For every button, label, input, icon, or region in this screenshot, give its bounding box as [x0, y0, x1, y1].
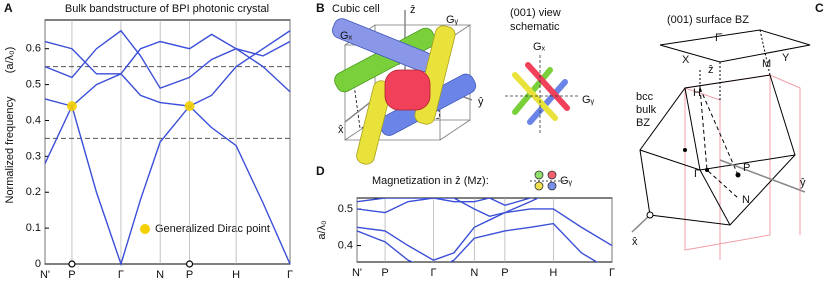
cubic-cell-diagram	[332, 10, 580, 165]
legend-marker	[140, 224, 150, 234]
x-tick-label: P	[381, 267, 388, 279]
label: Gₓ	[340, 30, 353, 42]
label: schematic	[510, 21, 560, 33]
dirac-point	[184, 101, 195, 112]
label: ŷ	[478, 96, 484, 108]
band-line	[357, 208, 612, 261]
y-tick-label: 0.2	[26, 186, 41, 198]
label: Γ̄	[715, 32, 723, 44]
label: N	[742, 194, 750, 206]
y-tick-label: 0.5	[338, 203, 353, 215]
label: Γ	[694, 168, 700, 180]
x-tick-label: Γ	[287, 269, 293, 281]
panel-letter: C	[815, 1, 824, 15]
x-tick-label: P	[186, 269, 193, 281]
label: H	[693, 87, 701, 99]
x-tick-label: N'	[40, 269, 50, 281]
label: x̂	[632, 236, 638, 248]
band-line	[44, 30, 291, 107]
x-tick-label: N	[470, 267, 478, 279]
legend-label: Generalized Dirac point	[155, 223, 270, 235]
y-axis-label: Normalized frequency	[4, 96, 16, 203]
y-axis-label: a/λ₀	[316, 220, 328, 239]
y-tick-label: 0.4	[26, 114, 41, 126]
axis-marker	[185, 260, 194, 268]
y-tick-label: 0.5	[26, 78, 41, 90]
y-tick-label: 0.1	[26, 222, 41, 234]
x-tick-label: Γ	[430, 267, 436, 279]
label: X	[682, 54, 690, 66]
x-tick-label: P	[501, 267, 508, 279]
band-line	[44, 33, 291, 75]
label: Y	[782, 52, 790, 64]
label: x̂	[338, 124, 344, 136]
label: (001) view	[510, 7, 561, 19]
x-tick-label: N'	[352, 267, 362, 279]
label: (001) surface BZ	[667, 14, 749, 26]
label: Gₓ	[533, 41, 546, 53]
dirac-point	[66, 101, 77, 112]
bands	[357, 198, 612, 262]
panel-letter: D	[316, 164, 325, 178]
y-tick-label: 0	[35, 258, 41, 270]
legend-label: Gᵧ	[560, 175, 573, 187]
panel-letter: B	[316, 1, 325, 15]
chart-title: Magnetization in ẑ (Mz):	[372, 175, 489, 187]
band-line	[44, 29, 291, 93]
band-line	[357, 198, 533, 207]
y-tick-label: 0.4	[338, 239, 353, 251]
chart-title: Bulk bandstructure of BPI photonic cryst…	[65, 3, 269, 15]
x-tick-label: P	[68, 269, 75, 281]
x-tick-label: H	[232, 269, 240, 281]
label: BZ	[636, 117, 650, 129]
magnetization-icons	[530, 170, 566, 191]
label: ẑ	[708, 64, 714, 76]
label: Cubic cell	[332, 3, 380, 15]
label: ẑ	[410, 4, 416, 16]
panel-letter: A	[4, 1, 13, 15]
y-tick-label: 0.3	[26, 150, 41, 162]
label: ŷ	[800, 177, 806, 189]
y-tick-label: 0.6	[26, 43, 41, 55]
label: Gᵧ	[446, 14, 459, 26]
x-tick-label: Γ	[118, 269, 124, 281]
band-line	[44, 104, 291, 267]
axis-marker	[68, 260, 76, 268]
label: bulk	[636, 104, 657, 116]
label: Gᵧ	[582, 94, 595, 106]
band-line	[357, 198, 540, 218]
label: P	[743, 162, 750, 174]
label: M	[762, 58, 771, 70]
brillouin-zone-diagram	[631, 29, 811, 260]
x-tick-label: Γ	[609, 267, 615, 279]
x-tick-label: N	[156, 269, 164, 281]
band-line	[357, 222, 599, 262]
label: bcc	[636, 91, 654, 103]
y-axis-label: (a/λ₀)	[4, 47, 16, 74]
x-tick-label: H	[549, 267, 557, 279]
bands	[44, 29, 291, 267]
